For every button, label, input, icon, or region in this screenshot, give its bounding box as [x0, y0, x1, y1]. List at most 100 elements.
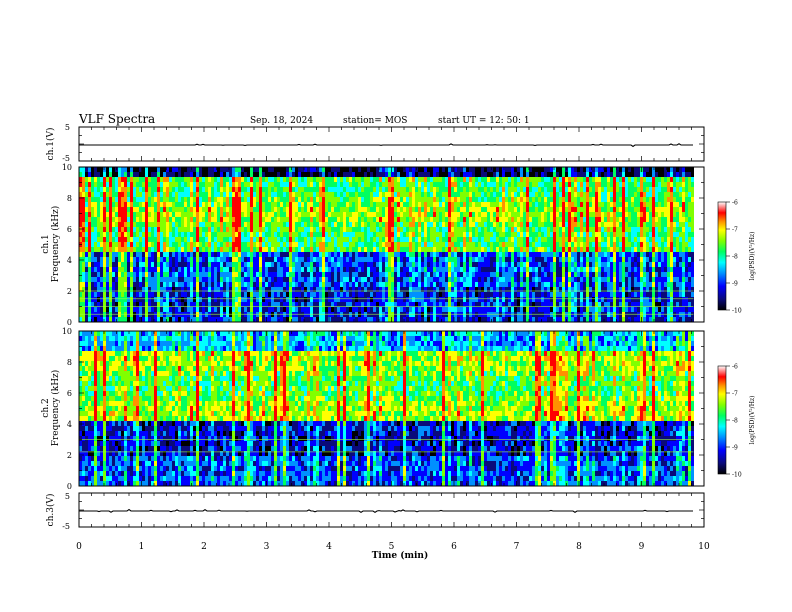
spectrogram-cell: [523, 187, 526, 192]
spectrogram-cell: [304, 172, 307, 177]
spectrogram-cell: [478, 302, 481, 307]
spectrogram-cell: [322, 222, 325, 227]
spectrogram-cell: [472, 232, 475, 237]
spectrogram-cell: [364, 222, 367, 227]
spectrogram-cell: [397, 302, 400, 307]
spectrogram-cell: [484, 247, 487, 252]
spectrogram-cell: [271, 247, 274, 252]
spectrogram-cell: [115, 227, 118, 232]
spectrogram-cell: [154, 172, 157, 177]
spectrogram-cell: [538, 267, 541, 272]
spectrogram-cell: [136, 292, 139, 297]
spectrogram-cell: [220, 227, 223, 232]
spectrogram-cell: [85, 237, 88, 242]
spectrogram-cell: [403, 247, 406, 252]
spectrogram-cell: [166, 287, 169, 292]
spectrogram-cell: [244, 307, 247, 312]
spectrogram-cell: [424, 277, 427, 282]
spectrogram-cell: [190, 222, 193, 227]
spectrogram-cell: [235, 277, 238, 282]
spectrogram-cell: [229, 252, 232, 257]
spectrogram-cell: [325, 257, 328, 262]
spectrogram-cell: [499, 307, 502, 312]
spectrogram-cell: [391, 172, 394, 177]
spectrogram-cell: [370, 197, 373, 202]
spectrogram-cell: [541, 252, 544, 257]
spectrogram-cell: [487, 257, 490, 262]
spectrogram-cell: [106, 212, 109, 217]
spectrogram-cell: [238, 177, 241, 182]
spectrogram-cell: [100, 277, 103, 282]
spectrogram-cell: [151, 247, 154, 252]
spectrogram-cell: [451, 187, 454, 192]
spectrogram-cell: [352, 272, 355, 277]
spectrogram-cell: [103, 232, 106, 237]
spectrogram-cell: [322, 277, 325, 282]
spectrogram-cell: [436, 237, 439, 242]
spectrogram-cell: [529, 262, 532, 267]
spectrogram-cell: [214, 257, 217, 262]
spectrogram-cell: [313, 172, 316, 177]
spectrogram-cell: [100, 237, 103, 242]
spectrogram-cell: [484, 212, 487, 217]
spectrogram-cell: [181, 317, 184, 322]
spectrogram-cell: [469, 192, 472, 197]
spectrogram-cell: [403, 292, 406, 297]
spectrogram-cell: [376, 277, 379, 282]
spectrogram-cell: [142, 192, 145, 197]
spectrogram-cell: [307, 202, 310, 207]
spectrogram-cell: [85, 202, 88, 207]
spectrogram-cell: [103, 227, 106, 232]
spectrogram-cell: [151, 217, 154, 222]
spectrogram-cell: [352, 252, 355, 257]
spectrogram-cell: [466, 172, 469, 177]
spectrogram-cell: [370, 237, 373, 242]
spectrogram-cell: [523, 262, 526, 267]
spectrogram-cell: [151, 187, 154, 192]
spectrogram-cell: [133, 222, 136, 227]
spectrogram-cell: [400, 307, 403, 312]
spectrogram-cell: [430, 167, 433, 172]
spectrogram-cell: [475, 192, 478, 197]
spectrogram-cell: [517, 277, 520, 282]
spectrogram-cell: [214, 282, 217, 287]
spectrogram-cell: [349, 262, 352, 267]
spectrogram-cell: [184, 227, 187, 232]
spectrogram-cell: [109, 272, 112, 277]
spectrogram-cell: [115, 267, 118, 272]
spectrogram-cell: [148, 302, 151, 307]
spectrogram-cell: [349, 282, 352, 287]
spectrogram-cell: [154, 277, 157, 282]
spectrogram-cell: [427, 227, 430, 232]
spectrogram-cell: [334, 177, 337, 182]
spectrogram-cell: [376, 207, 379, 212]
spectrogram-cell: [151, 257, 154, 262]
spectrogram-cell: [529, 307, 532, 312]
spectrogram-cell: [193, 272, 196, 277]
spectrogram-cell: [208, 242, 211, 247]
spectrogram-cell: [271, 262, 274, 267]
spectrogram-cell: [262, 242, 265, 247]
spectrogram-cell: [499, 192, 502, 197]
spectrogram-cell: [151, 212, 154, 217]
spectrogram-cell: [187, 232, 190, 237]
spectrogram-cell: [493, 292, 496, 297]
spectrogram-cell: [505, 252, 508, 257]
spectrogram-cell: [259, 177, 262, 182]
spectrogram-cell: [508, 242, 511, 247]
spectrogram-cell: [193, 217, 196, 222]
spectrogram-cell: [226, 242, 229, 247]
spectrogram-cell: [547, 202, 550, 207]
spectrogram-cell: [430, 237, 433, 242]
spectrogram-cell: [103, 277, 106, 282]
spectrogram-cell: [334, 232, 337, 237]
spectrogram-cell: [100, 297, 103, 302]
spectrogram-cell: [187, 262, 190, 267]
spectrogram-cell: [460, 307, 463, 312]
spectrogram-cell: [175, 297, 178, 302]
spectrogram-cell: [220, 287, 223, 292]
spectrogram-cell: [322, 292, 325, 297]
spectrogram-cell: [148, 212, 151, 217]
spectrogram-cell: [445, 167, 448, 172]
spectrogram-cell: [298, 167, 301, 172]
